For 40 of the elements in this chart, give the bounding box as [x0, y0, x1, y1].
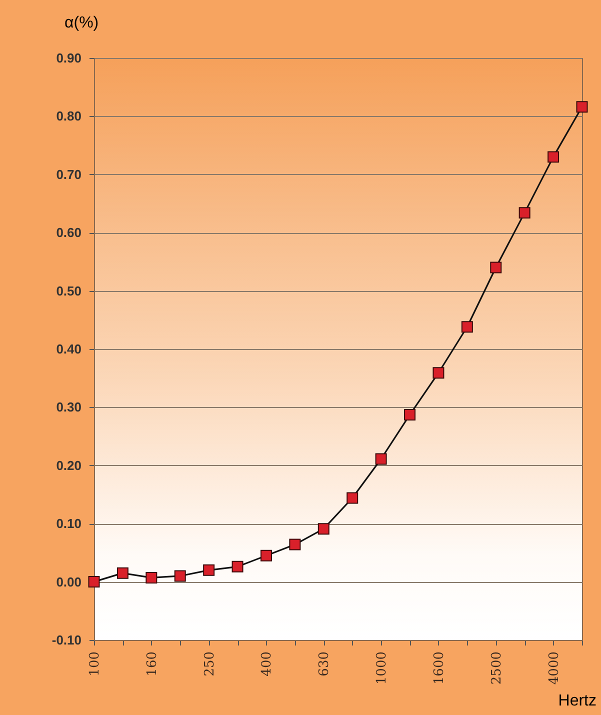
x-tick-label: 630	[317, 652, 332, 676]
point	[432, 367, 444, 379]
y-axis-title: α(%)	[64, 14, 99, 32]
x-tick-label: 1000	[374, 652, 390, 685]
point	[289, 538, 301, 550]
x-tick-label: 160	[144, 652, 160, 676]
y-tick-label: 0.90	[56, 50, 82, 66]
y-tick-label: 0.30	[56, 400, 82, 415]
point	[260, 550, 272, 562]
y-tick-label: 0.40	[56, 342, 82, 356]
point	[346, 492, 358, 504]
point	[375, 453, 387, 465]
point	[116, 567, 128, 579]
point	[518, 207, 530, 219]
point	[548, 151, 560, 163]
x-tick-label: 100	[88, 652, 102, 676]
y-tick-label: 0.70	[56, 166, 82, 182]
y-tick-label: 0.80	[56, 108, 82, 124]
x-tick-label: 2500	[489, 652, 504, 685]
x-tick-label: 1600	[432, 652, 447, 685]
y-tick-label: 0.00	[56, 574, 82, 590]
x-axis-title: Hertz	[558, 692, 596, 710]
point	[232, 560, 244, 572]
y-tick-label: 0.20	[56, 458, 82, 473]
y-tick-label: 0.60	[56, 225, 82, 240]
y-tick-label: -0.10	[52, 632, 82, 648]
point	[203, 564, 215, 576]
point	[576, 101, 588, 113]
point	[404, 409, 416, 421]
x-tick-label: 250	[202, 652, 218, 676]
point	[490, 262, 502, 274]
y-tick-label: 0.10	[56, 516, 82, 532]
point	[88, 576, 100, 588]
point	[174, 570, 186, 582]
x-tick-label: 4000	[546, 652, 562, 685]
point	[318, 523, 330, 535]
point	[146, 572, 158, 584]
x-tick-label: 400	[260, 652, 275, 676]
y-tick-label: 0.50	[56, 283, 82, 298]
point	[461, 321, 473, 333]
